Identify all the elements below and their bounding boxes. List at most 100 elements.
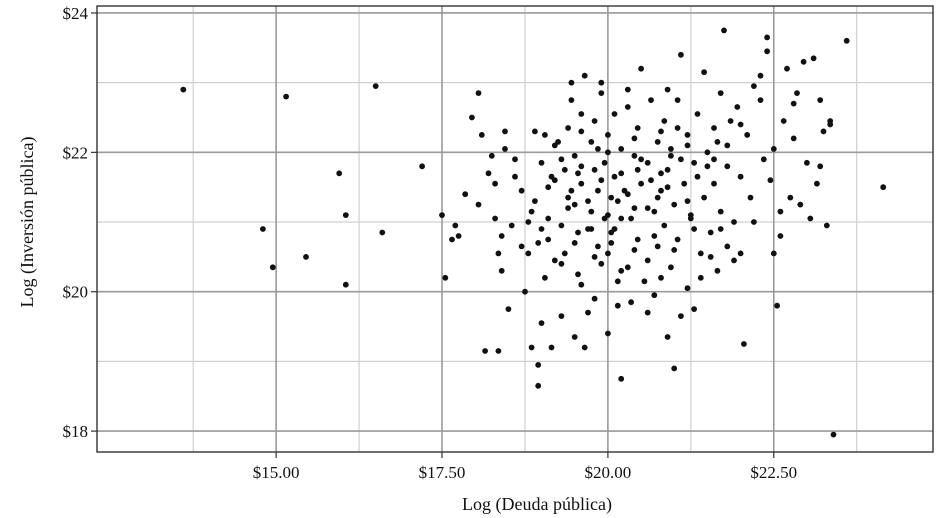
data-point [638, 156, 644, 163]
data-point [611, 173, 618, 180]
data-point [704, 163, 711, 170]
data-point [608, 194, 615, 201]
data-point [525, 250, 532, 257]
data-point [614, 198, 621, 205]
data-point [634, 236, 641, 243]
data-point [575, 229, 581, 236]
data-point [638, 65, 644, 72]
data-point [269, 264, 276, 271]
data-point [508, 222, 515, 229]
data-point [588, 226, 595, 232]
data-point [591, 254, 598, 260]
data-point [485, 170, 492, 177]
data-point [535, 240, 542, 246]
data-point [542, 132, 548, 138]
x-axis-ticks: $15.00 $17.50 $20.00 $22.50 [253, 452, 797, 482]
data-point [495, 250, 502, 257]
data-point [687, 212, 694, 219]
data-point [598, 177, 605, 184]
data-point [624, 264, 631, 271]
data-point [568, 79, 575, 86]
data-point [737, 173, 744, 180]
data-point [561, 166, 568, 173]
data-point [585, 309, 591, 316]
data-point [757, 72, 764, 79]
data-point [764, 48, 770, 55]
data-point [671, 365, 678, 372]
data-point [565, 205, 571, 212]
data-point [469, 114, 475, 121]
data-point [644, 159, 651, 166]
data-point [751, 219, 757, 225]
data-point [585, 198, 591, 205]
data-point [565, 125, 571, 131]
x-tick-label: $17.50 [419, 463, 466, 482]
data-point [658, 187, 664, 194]
data-point [342, 281, 349, 288]
data-point [522, 288, 528, 295]
y-tick-label: $24 [63, 4, 89, 23]
data-point [694, 111, 701, 117]
data-point [664, 166, 671, 173]
data-point [661, 222, 668, 229]
data-point [558, 260, 565, 267]
data-point [571, 201, 578, 208]
data-point [628, 299, 634, 306]
major-grid [97, 6, 933, 452]
data-point [678, 313, 684, 319]
data-point [532, 128, 538, 135]
data-point [558, 222, 565, 229]
data-point [618, 267, 625, 274]
y-axis-ticks: $18 $20 $22 $24 [63, 4, 97, 441]
data-point [581, 72, 588, 79]
data-point [518, 243, 525, 250]
data-point [717, 226, 724, 232]
data-point [528, 344, 535, 351]
data-point [724, 243, 731, 250]
data-point [605, 250, 611, 257]
data-point [691, 306, 697, 312]
data-point [777, 208, 784, 215]
data-point [678, 156, 684, 163]
data-point [568, 97, 575, 103]
x-tick-label: $20.00 [585, 463, 632, 482]
data-points [180, 27, 887, 438]
data-point [707, 254, 714, 260]
data-point [658, 128, 664, 135]
data-point [628, 215, 634, 222]
data-point [704, 149, 711, 156]
data-point [502, 146, 508, 152]
data-point [601, 159, 608, 166]
data-point [535, 362, 542, 368]
data-point [605, 330, 611, 337]
data-point [548, 173, 555, 180]
data-point [608, 240, 615, 246]
data-point [618, 146, 625, 152]
data-point [810, 55, 817, 62]
data-point [575, 271, 581, 278]
data-point [545, 236, 552, 243]
data-point [777, 233, 784, 239]
data-point [571, 240, 578, 246]
data-point [598, 79, 605, 86]
data-point [591, 118, 598, 124]
plot-frame [96, 5, 934, 453]
data-point [475, 90, 482, 96]
data-point [342, 212, 349, 219]
data-point [714, 139, 721, 145]
data-point [548, 344, 555, 351]
data-point [283, 93, 289, 100]
data-point [578, 111, 585, 117]
data-point [475, 201, 482, 208]
data-point [303, 254, 309, 260]
data-point [701, 194, 707, 201]
data-point [770, 250, 777, 257]
data-point [578, 281, 585, 288]
x-tick-label: $22.50 [750, 463, 797, 482]
x-axis-title: Log (Deuda pública) [462, 494, 612, 515]
data-point [697, 274, 704, 281]
data-point [595, 146, 601, 152]
data-point [827, 121, 834, 128]
data-point [538, 226, 545, 232]
